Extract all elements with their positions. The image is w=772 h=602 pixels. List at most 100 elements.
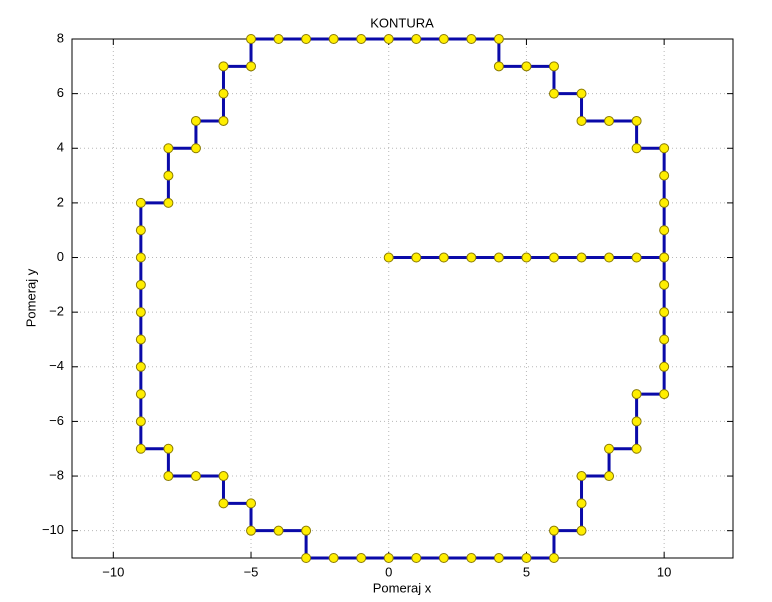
- data-point: [659, 334, 670, 345]
- data-point: [301, 553, 312, 563]
- y-tick-label: 4: [57, 140, 64, 155]
- y-tick-label: −4: [49, 358, 64, 373]
- data-point: [218, 61, 229, 72]
- data-point: [356, 553, 367, 563]
- y-tick-label: 0: [57, 249, 64, 264]
- data-point: [438, 34, 449, 44]
- data-point: [631, 115, 642, 126]
- data-point: [218, 471, 229, 482]
- data-point: [135, 252, 146, 263]
- data-point: [466, 553, 477, 563]
- data-point: [190, 115, 201, 126]
- y-tick-label: 8: [57, 30, 64, 45]
- data-point: [493, 61, 504, 72]
- y-tick-label: 2: [57, 194, 64, 209]
- data-point: [493, 553, 504, 563]
- data-point: [631, 389, 642, 400]
- data-point: [548, 525, 559, 536]
- data-point: [246, 34, 257, 44]
- data-point: [438, 252, 449, 263]
- data-point: [135, 416, 146, 427]
- data-point: [576, 115, 587, 126]
- data-point: [190, 143, 201, 154]
- data-point: [301, 34, 312, 44]
- data-point: [466, 34, 477, 44]
- data-point: [576, 252, 587, 263]
- x-tick-label: −10: [102, 564, 124, 579]
- data-point: [135, 225, 146, 236]
- data-point: [659, 361, 670, 372]
- data-point: [328, 34, 339, 44]
- data-point: [576, 498, 587, 509]
- data-point: [135, 334, 146, 345]
- data-point: [246, 498, 257, 509]
- data-point: [659, 143, 670, 154]
- data-point: [631, 416, 642, 427]
- data-point: [356, 34, 367, 44]
- y-tick-label: −2: [49, 304, 64, 319]
- data-point: [438, 553, 449, 563]
- data-point: [576, 471, 587, 482]
- data-point: [218, 88, 229, 99]
- data-point: [521, 61, 532, 72]
- data-point: [521, 252, 532, 263]
- data-point: [548, 88, 559, 99]
- y-tick-label: −6: [49, 413, 64, 428]
- data-point: [411, 252, 422, 263]
- data-point: [328, 553, 339, 563]
- data-point: [135, 443, 146, 454]
- x-tick-label: 10: [657, 564, 671, 579]
- data-point: [659, 279, 670, 290]
- data-point: [218, 498, 229, 509]
- data-point: [163, 170, 174, 181]
- y-tick-label: 6: [57, 85, 64, 100]
- data-point: [631, 443, 642, 454]
- x-tick-label: 0: [385, 564, 392, 579]
- data-point: [135, 389, 146, 400]
- data-point: [548, 61, 559, 72]
- data-point: [548, 252, 559, 263]
- data-point: [411, 34, 422, 44]
- data-point: [190, 471, 201, 482]
- data-point: [383, 252, 394, 263]
- data-point: [521, 553, 532, 563]
- data-point: [411, 553, 422, 563]
- y-tick-label: −8: [49, 467, 64, 482]
- x-tick-label: 5: [523, 564, 530, 579]
- data-point: [383, 553, 394, 563]
- data-point: [218, 115, 229, 126]
- data-point: [163, 471, 174, 482]
- data-point: [493, 34, 504, 44]
- data-point: [631, 143, 642, 154]
- data-point: [631, 252, 642, 263]
- data-point: [273, 34, 284, 44]
- data-point: [659, 252, 670, 263]
- x-tick-label: −5: [244, 564, 259, 579]
- y-tick-label: −10: [42, 522, 64, 537]
- data-point: [246, 61, 257, 72]
- chart-title: KONTURA: [370, 15, 434, 30]
- data-point: [135, 197, 146, 208]
- data-point: [163, 197, 174, 208]
- data-point: [548, 553, 559, 563]
- data-point: [135, 279, 146, 290]
- data-point: [576, 88, 587, 99]
- data-point: [246, 525, 257, 536]
- data-point: [493, 252, 504, 263]
- data-point: [163, 143, 174, 154]
- data-point: [163, 443, 174, 454]
- y-axis-label: Pomeraj y: [23, 268, 38, 327]
- data-point: [273, 525, 284, 536]
- data-point: [135, 361, 146, 372]
- data-point: [604, 443, 615, 454]
- data-point: [604, 252, 615, 263]
- data-point: [659, 389, 670, 400]
- data-point: [659, 170, 670, 181]
- data-point: [301, 525, 312, 536]
- data-point: [659, 197, 670, 208]
- data-point: [576, 525, 587, 536]
- data-point: [466, 252, 477, 263]
- data-point: [383, 34, 394, 44]
